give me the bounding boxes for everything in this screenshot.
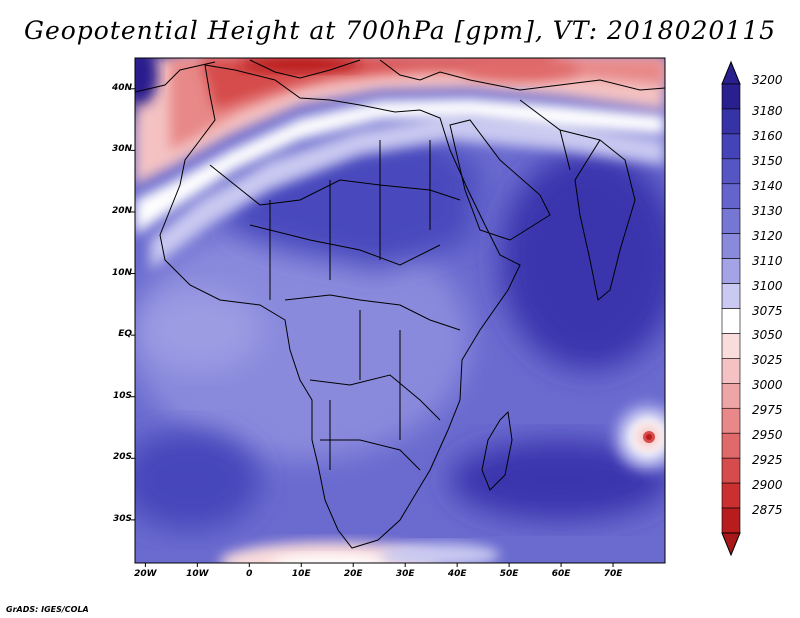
color-bar-label: 3120 xyxy=(752,228,783,243)
latitude-label: 30S xyxy=(112,513,132,524)
color-bar-label: 2900 xyxy=(752,478,783,493)
color-bar-label: 3050 xyxy=(752,328,783,343)
map-frame xyxy=(134,57,666,564)
latitude-ticks xyxy=(131,88,135,521)
coastlines xyxy=(135,59,665,549)
color-bar-label: 3130 xyxy=(752,203,783,218)
longitude-label: 60E xyxy=(551,569,571,579)
longitude-label: 10W xyxy=(186,569,209,579)
latitude-label: 10S xyxy=(112,390,132,401)
color-bar-label: 3000 xyxy=(752,378,783,393)
color-bar-swatch xyxy=(721,407,741,434)
color-bar-swatch xyxy=(721,183,741,210)
color-bar-top-arrow xyxy=(721,60,741,85)
color-bar-label: 2925 xyxy=(752,453,783,468)
color-bar-swatch xyxy=(721,457,741,484)
latitude-label: EQ xyxy=(118,329,132,340)
longitude-label: 40E xyxy=(447,569,467,579)
color-bar-label: 2950 xyxy=(752,428,783,443)
color-bar-label: 2875 xyxy=(752,503,783,518)
color-bar-swatch xyxy=(721,133,741,160)
shaded-field xyxy=(135,58,665,563)
color-bar-label: 3075 xyxy=(752,303,783,318)
credit-label: GrADS: IGES/COLA xyxy=(6,605,89,614)
color-bar-label: 3160 xyxy=(752,128,783,143)
longitude-label: 70E xyxy=(603,569,623,579)
color-bar-label: 3100 xyxy=(752,278,783,293)
color-bar-swatch xyxy=(721,233,741,259)
color-bar-bottom-arrow xyxy=(721,532,741,557)
color-bar-swatch xyxy=(721,108,741,135)
color-bar-label: 3025 xyxy=(752,353,783,368)
color-bar-label: 2975 xyxy=(752,403,783,418)
color-bar-swatch xyxy=(721,507,741,534)
color-bar-label: 3180 xyxy=(752,103,783,118)
longitude-ticks xyxy=(144,563,614,567)
latitude-label: 40N xyxy=(111,82,132,93)
latitude-label: 30N xyxy=(111,144,132,155)
color-bar-swatch xyxy=(721,358,741,384)
color-bar-swatch xyxy=(721,83,741,110)
color-bar-swatch xyxy=(721,333,741,359)
color-bar-label: 3140 xyxy=(752,178,783,193)
color-bar-swatch xyxy=(721,258,741,284)
map-title: Geopotential Height at 700hPa [gpm], VT:… xyxy=(23,16,777,45)
color-bar-swatch xyxy=(721,482,741,509)
longitude-label: 20W xyxy=(134,569,157,579)
latitude-label: 20N xyxy=(111,205,132,216)
longitude-label: 0 xyxy=(246,569,253,579)
color-bar-label: 3110 xyxy=(752,253,783,268)
latitude-label: 20S xyxy=(112,452,132,463)
longitude-label: 50E xyxy=(499,569,519,579)
color-bar-swatch xyxy=(721,158,741,185)
color-bar-swatch xyxy=(721,283,741,309)
color-bar-swatch xyxy=(721,432,741,459)
longitude-label: 20E xyxy=(343,569,363,579)
color-bar-swatch xyxy=(721,208,741,234)
longitude-label: 10E xyxy=(291,569,311,579)
color-bar-label: 3200 xyxy=(752,73,783,87)
latitude-label: 10N xyxy=(111,267,132,278)
color-bar-swatch xyxy=(721,308,741,334)
color-bar-swatch xyxy=(721,383,741,409)
longitude-label: 30E xyxy=(395,569,415,579)
color-bar-label: 3150 xyxy=(752,153,783,168)
